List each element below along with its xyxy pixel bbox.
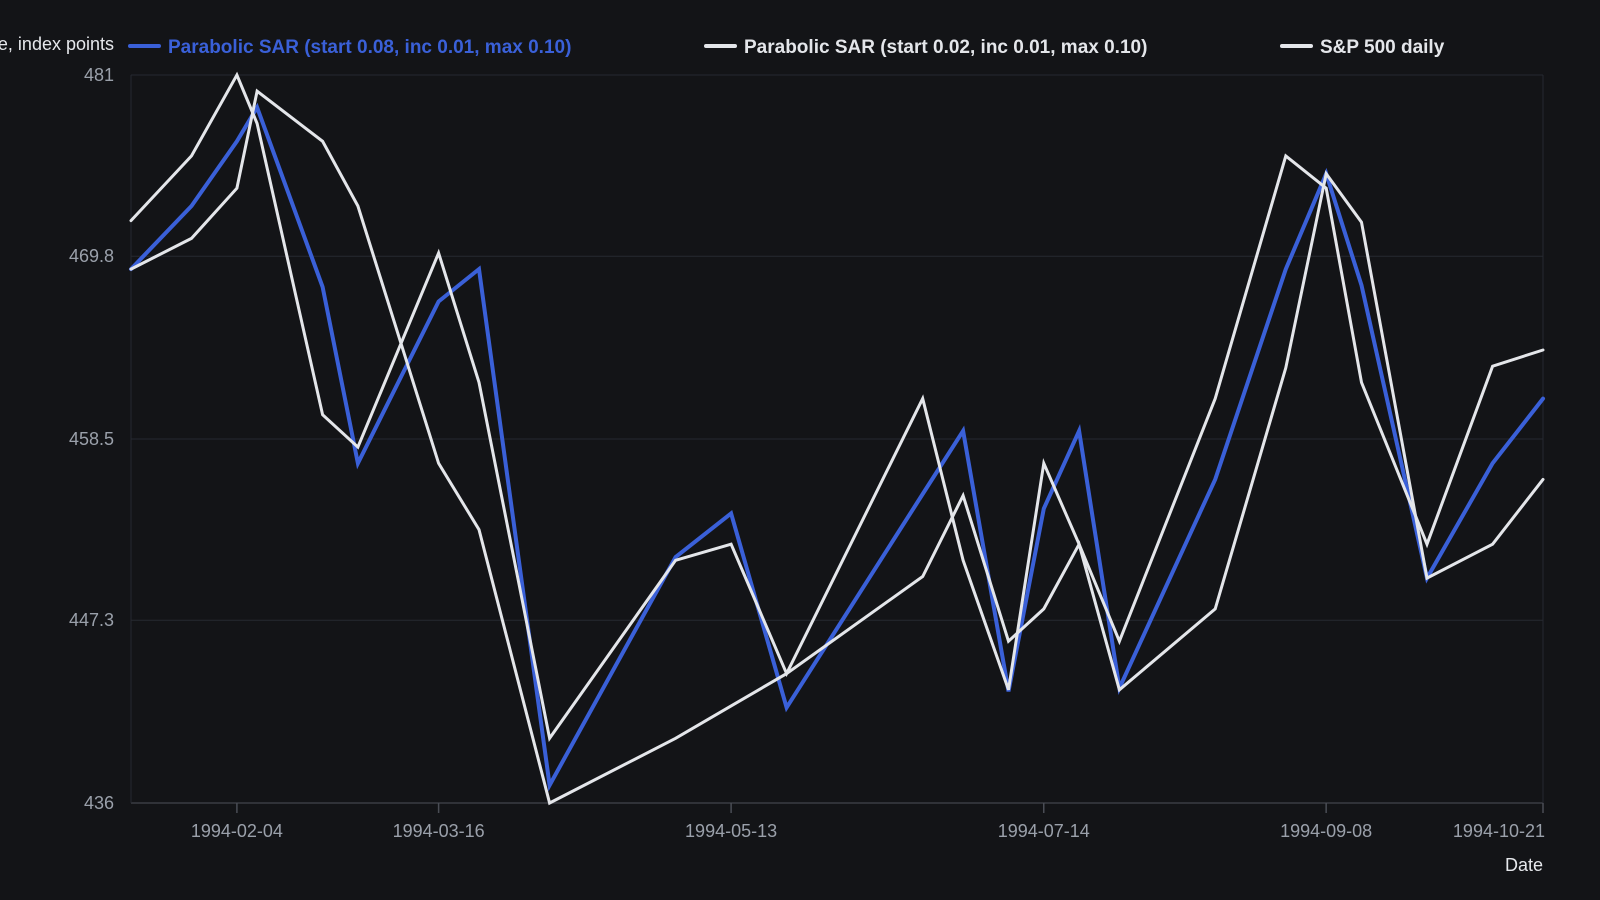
x-tick-label: 1994-09-08: [1280, 821, 1372, 841]
legend-label: Parabolic SAR (start 0.08, inc 0.01, max…: [168, 37, 571, 58]
x-tick-label: 1994-05-13: [685, 821, 777, 841]
y-tick-label: 458.5: [69, 429, 114, 449]
y-tick-label: 481: [84, 65, 114, 85]
series-lines: [129, 71, 1545, 806]
y-tick-label: 469.8: [69, 246, 114, 266]
legend: Parabolic SAR (start 0.08, inc 0.01, max…: [128, 37, 1445, 58]
x-axis-title: Date: [1505, 855, 1543, 875]
legend-label: Parabolic SAR (start 0.02, inc 0.01, max…: [744, 37, 1147, 58]
y-axis-title: Price, index points: [0, 34, 114, 54]
x-tick-label: 1994-10-21: [1453, 821, 1545, 841]
legend-label: S&P 500 daily: [1320, 37, 1445, 58]
axes: 481 469.8 458.5 447.3 436 1994-02-04 1994-03-1…: [69, 65, 1545, 841]
y-tick-label: 447.3: [69, 610, 114, 630]
x-tick-label: 1994-02-04: [191, 821, 283, 841]
series-line-3: [129, 71, 1545, 743]
series-line-2: [129, 88, 1545, 806]
grid: [130, 74, 1544, 804]
x-tick-label: 1994-03-16: [393, 821, 485, 841]
x-tick-label: 1994-07-14: [998, 821, 1090, 841]
y-tick-label: 436: [84, 793, 114, 813]
